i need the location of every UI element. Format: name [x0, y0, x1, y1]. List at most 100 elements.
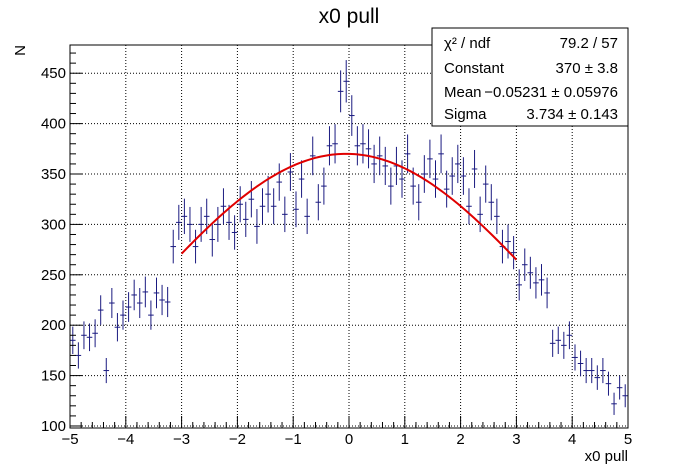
fit-curve: [180, 152, 518, 261]
data-point: [544, 277, 550, 309]
data-point: [265, 175, 271, 213]
data-point: [131, 279, 137, 311]
data-point: [555, 326, 562, 355]
data-point: [371, 144, 377, 184]
data-point: [293, 191, 299, 228]
stats-constant-value: 370 ± 3.8: [556, 60, 618, 77]
y-axis-label: N: [12, 45, 29, 56]
data-point: [466, 188, 472, 225]
data-point: [159, 284, 165, 316]
stats-constant-label: Constant: [444, 60, 505, 77]
data-point: [622, 384, 628, 408]
stats-sigma-value: 3.734 ± 0.143: [526, 106, 618, 123]
chart-title: x0 pull: [319, 5, 380, 28]
axes: −5 −4 −3 −2 −1 0 1 2 3 4 5 100 150 200 250 300 350 400 450: [41, 52, 632, 448]
data-point: [142, 276, 149, 308]
data-point: [315, 184, 322, 221]
data-point: [248, 181, 255, 218]
y-tick-label: 300: [41, 216, 66, 233]
data-point: [215, 206, 221, 242]
data-point: [600, 358, 606, 384]
data-point: [120, 300, 126, 330]
data-point: [583, 358, 589, 384]
data-point: [505, 224, 511, 259]
data-point: [488, 184, 495, 221]
data-point: [588, 358, 595, 384]
data-point: [432, 160, 439, 198]
data-point: [549, 329, 556, 357]
x-tick-label: 5: [624, 431, 632, 448]
data-point: [92, 319, 98, 348]
y-tick-label: 250: [41, 267, 66, 284]
data-point: [259, 188, 266, 225]
data-point: [209, 222, 216, 257]
data-point: [103, 358, 110, 384]
data-point: [282, 196, 288, 233]
data-point: [382, 146, 389, 186]
data-point: [81, 321, 87, 350]
data-point: [616, 375, 623, 400]
x-tick-label: −1: [285, 431, 302, 448]
data-point: [192, 229, 199, 264]
data-point: [427, 139, 433, 179]
data-point: [605, 371, 612, 396]
x-tick-label: 4: [568, 431, 576, 448]
data-point: [86, 323, 93, 352]
y-tick-label: 150: [41, 368, 66, 385]
x-tick-label: 3: [512, 431, 520, 448]
data-point: [148, 300, 154, 330]
data-point: [332, 124, 338, 164]
data-point: [337, 70, 344, 113]
data-point: [109, 288, 115, 319]
data-point: [270, 188, 277, 225]
data-point: [594, 365, 601, 390]
x-tick-label: −4: [117, 431, 134, 448]
data-point: [75, 342, 82, 369]
data-point: [242, 201, 249, 237]
y-tick-label: 100: [41, 418, 66, 435]
data-point: [449, 157, 456, 195]
data-point: [566, 321, 573, 350]
y-tick-label: 350: [41, 166, 66, 183]
data-point: [471, 149, 478, 188]
stats-box: χ² / ndf 79.2 / 57 Constant 370 ± 3.8 Me…: [431, 27, 629, 127]
y-tick-label: 200: [41, 317, 66, 334]
data-point: [304, 198, 310, 235]
data-point: [70, 326, 76, 355]
data-point: [114, 313, 121, 342]
data-point: [321, 167, 327, 205]
data-point: [611, 392, 617, 415]
data-point: [164, 286, 171, 318]
data-point: [482, 165, 489, 203]
data-point: [97, 295, 104, 325]
stats-mean-label: Mean: [444, 84, 482, 101]
x-tick-label: 0: [345, 431, 353, 448]
data-point: [455, 144, 461, 184]
x-tick-label: −3: [173, 431, 190, 448]
data-point: [438, 134, 444, 174]
data-point: [170, 229, 177, 264]
data-point: [231, 215, 238, 250]
data-point: [176, 204, 182, 240]
data-point: [254, 209, 260, 244]
data-point: [298, 160, 305, 198]
y-tick-label: 400: [41, 116, 66, 133]
y-tick-label: 450: [41, 65, 66, 82]
data-point: [477, 196, 483, 233]
stats-chi2-label: χ² / ndf: [444, 35, 491, 52]
data-point: [136, 288, 143, 319]
data-point: [287, 153, 294, 191]
data-point: [237, 186, 243, 223]
data-point: [309, 136, 316, 176]
data-point: [460, 157, 467, 195]
data-point: [527, 256, 534, 289]
x-tick-label: −2: [229, 431, 246, 448]
data-point: [521, 248, 528, 281]
data-point: [421, 155, 428, 193]
x-axis-label: x0 pull: [585, 448, 628, 465]
data-point: [388, 167, 394, 205]
data-point: [153, 277, 160, 309]
x-tick-label: 2: [456, 431, 464, 448]
data-point: [198, 206, 204, 242]
